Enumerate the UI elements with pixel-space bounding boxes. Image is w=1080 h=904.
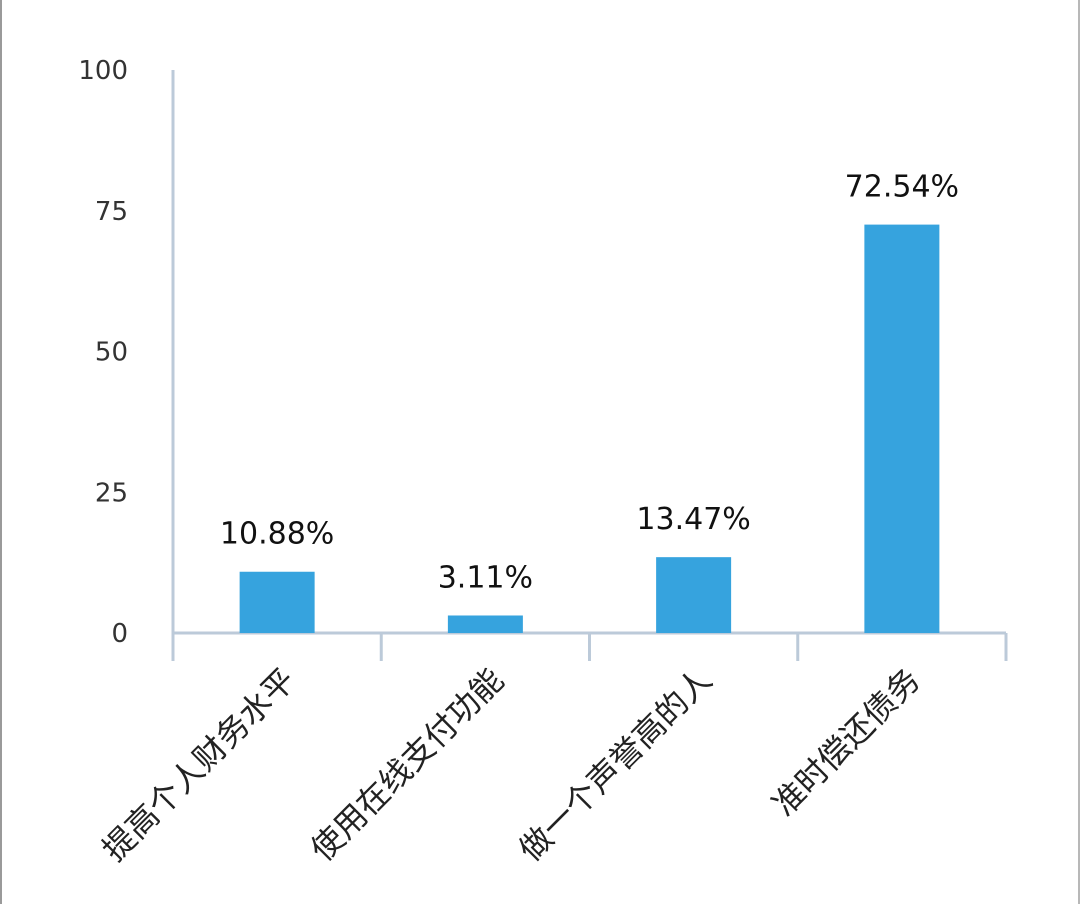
bar[interactable] <box>239 571 315 633</box>
y-tick-label: 25 <box>95 478 128 508</box>
data-label: 72.54% <box>845 170 959 205</box>
x-category-label: 做一个声誉高的人 <box>511 661 719 869</box>
bar[interactable] <box>656 557 732 633</box>
x-category-label: 使用在线支付功能 <box>303 661 511 869</box>
y-tick-label: 0 <box>111 619 128 649</box>
x-category-label: 提高个人财务水平 <box>95 661 303 869</box>
data-label: 13.47% <box>636 502 750 537</box>
y-tick-label: 50 <box>95 338 128 368</box>
data-label: 10.88% <box>220 517 334 552</box>
y-tick-label: 75 <box>95 197 128 227</box>
bar[interactable] <box>864 224 940 633</box>
x-category-label: 准时偿还债务 <box>765 661 928 824</box>
bar[interactable] <box>447 615 523 633</box>
data-label: 3.11% <box>438 560 533 595</box>
y-tick-label: 100 <box>78 56 128 86</box>
